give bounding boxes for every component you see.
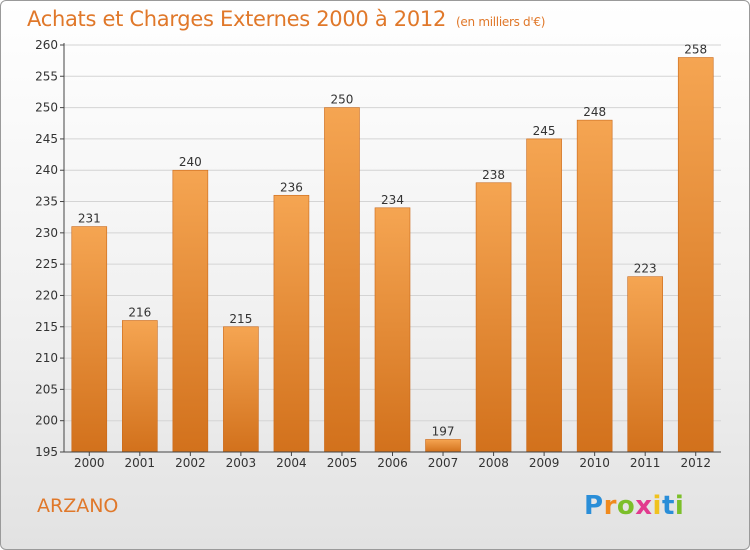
value-label: 231 [78, 212, 101, 226]
x-tick-label: 2000 [74, 456, 105, 470]
y-tick-label: 245 [35, 132, 58, 146]
x-tick-label: 2010 [579, 456, 610, 470]
x-tick-label: 2009 [529, 456, 560, 470]
y-tick-label: 260 [35, 38, 58, 52]
value-label: 197 [432, 424, 455, 438]
y-tick-label: 240 [35, 163, 58, 177]
value-label: 250 [331, 93, 354, 107]
bar-2010 [576, 119, 613, 453]
value-label: 215 [229, 312, 252, 326]
bar-2008 [475, 182, 512, 453]
x-tick-label: 2002 [175, 456, 206, 470]
x-tick-label: 2001 [125, 456, 156, 470]
value-label: 258 [684, 43, 707, 57]
bar-2006 [374, 207, 411, 453]
bar-2004 [273, 194, 310, 453]
y-tick-label: 200 [35, 414, 58, 428]
bar-2002 [172, 169, 209, 453]
logo-letter: P [584, 491, 604, 521]
bar-2009 [526, 138, 562, 453]
commune-name: ARZANO [37, 495, 119, 517]
value-label: 240 [179, 155, 202, 169]
bar-2011 [627, 276, 663, 453]
value-label: 238 [482, 168, 505, 182]
y-tick-label: 220 [35, 288, 58, 302]
x-tick-label: 2003 [226, 456, 257, 470]
bar-2001 [122, 320, 158, 453]
value-label: 216 [128, 306, 151, 320]
y-tick-label: 215 [35, 320, 58, 334]
y-tick-label: 255 [35, 69, 58, 83]
y-tick-label: 235 [35, 195, 58, 209]
value-label: 223 [634, 262, 657, 276]
y-tick-label: 205 [35, 382, 58, 396]
unit-label: (en milliers d'€) [456, 15, 546, 29]
x-tick-label: 2012 [680, 456, 711, 470]
logo-letter: t [661, 491, 675, 521]
title-text: Achats et Charges Externes 2000 à 2012 [27, 7, 447, 31]
x-tick-label: 2007 [428, 456, 459, 470]
x-tick-label: 2006 [377, 456, 408, 470]
value-label: 248 [583, 105, 606, 119]
x-tick-label: 2005 [327, 456, 358, 470]
proxiti-logo: Proxiti [584, 491, 684, 521]
y-tick-label: 210 [35, 351, 58, 365]
chart-title: Achats et Charges Externes 2000 à 2012 (e… [27, 7, 545, 31]
bar-2007 [425, 439, 461, 453]
y-tick-label: 230 [35, 226, 58, 240]
x-tick-label: 2004 [276, 456, 307, 470]
logo-letter: x [635, 491, 653, 521]
value-label: 245 [533, 124, 556, 138]
value-label: 236 [280, 180, 303, 194]
x-tick-label: 2011 [630, 456, 661, 470]
x-tick-label: 2008 [478, 456, 509, 470]
logo-letter: r [603, 491, 617, 521]
logo-letter: i [652, 491, 662, 521]
bar-2000 [71, 226, 108, 453]
logo-letter: i [674, 491, 685, 521]
logo-letter: o [616, 491, 636, 521]
bar-2012 [677, 57, 714, 453]
y-tick-label: 195 [35, 445, 58, 459]
bar-2005 [324, 107, 360, 453]
value-label: 234 [381, 193, 404, 207]
bar-2003 [223, 326, 259, 453]
y-tick-label: 250 [35, 101, 58, 115]
y-tick-label: 225 [35, 257, 58, 271]
